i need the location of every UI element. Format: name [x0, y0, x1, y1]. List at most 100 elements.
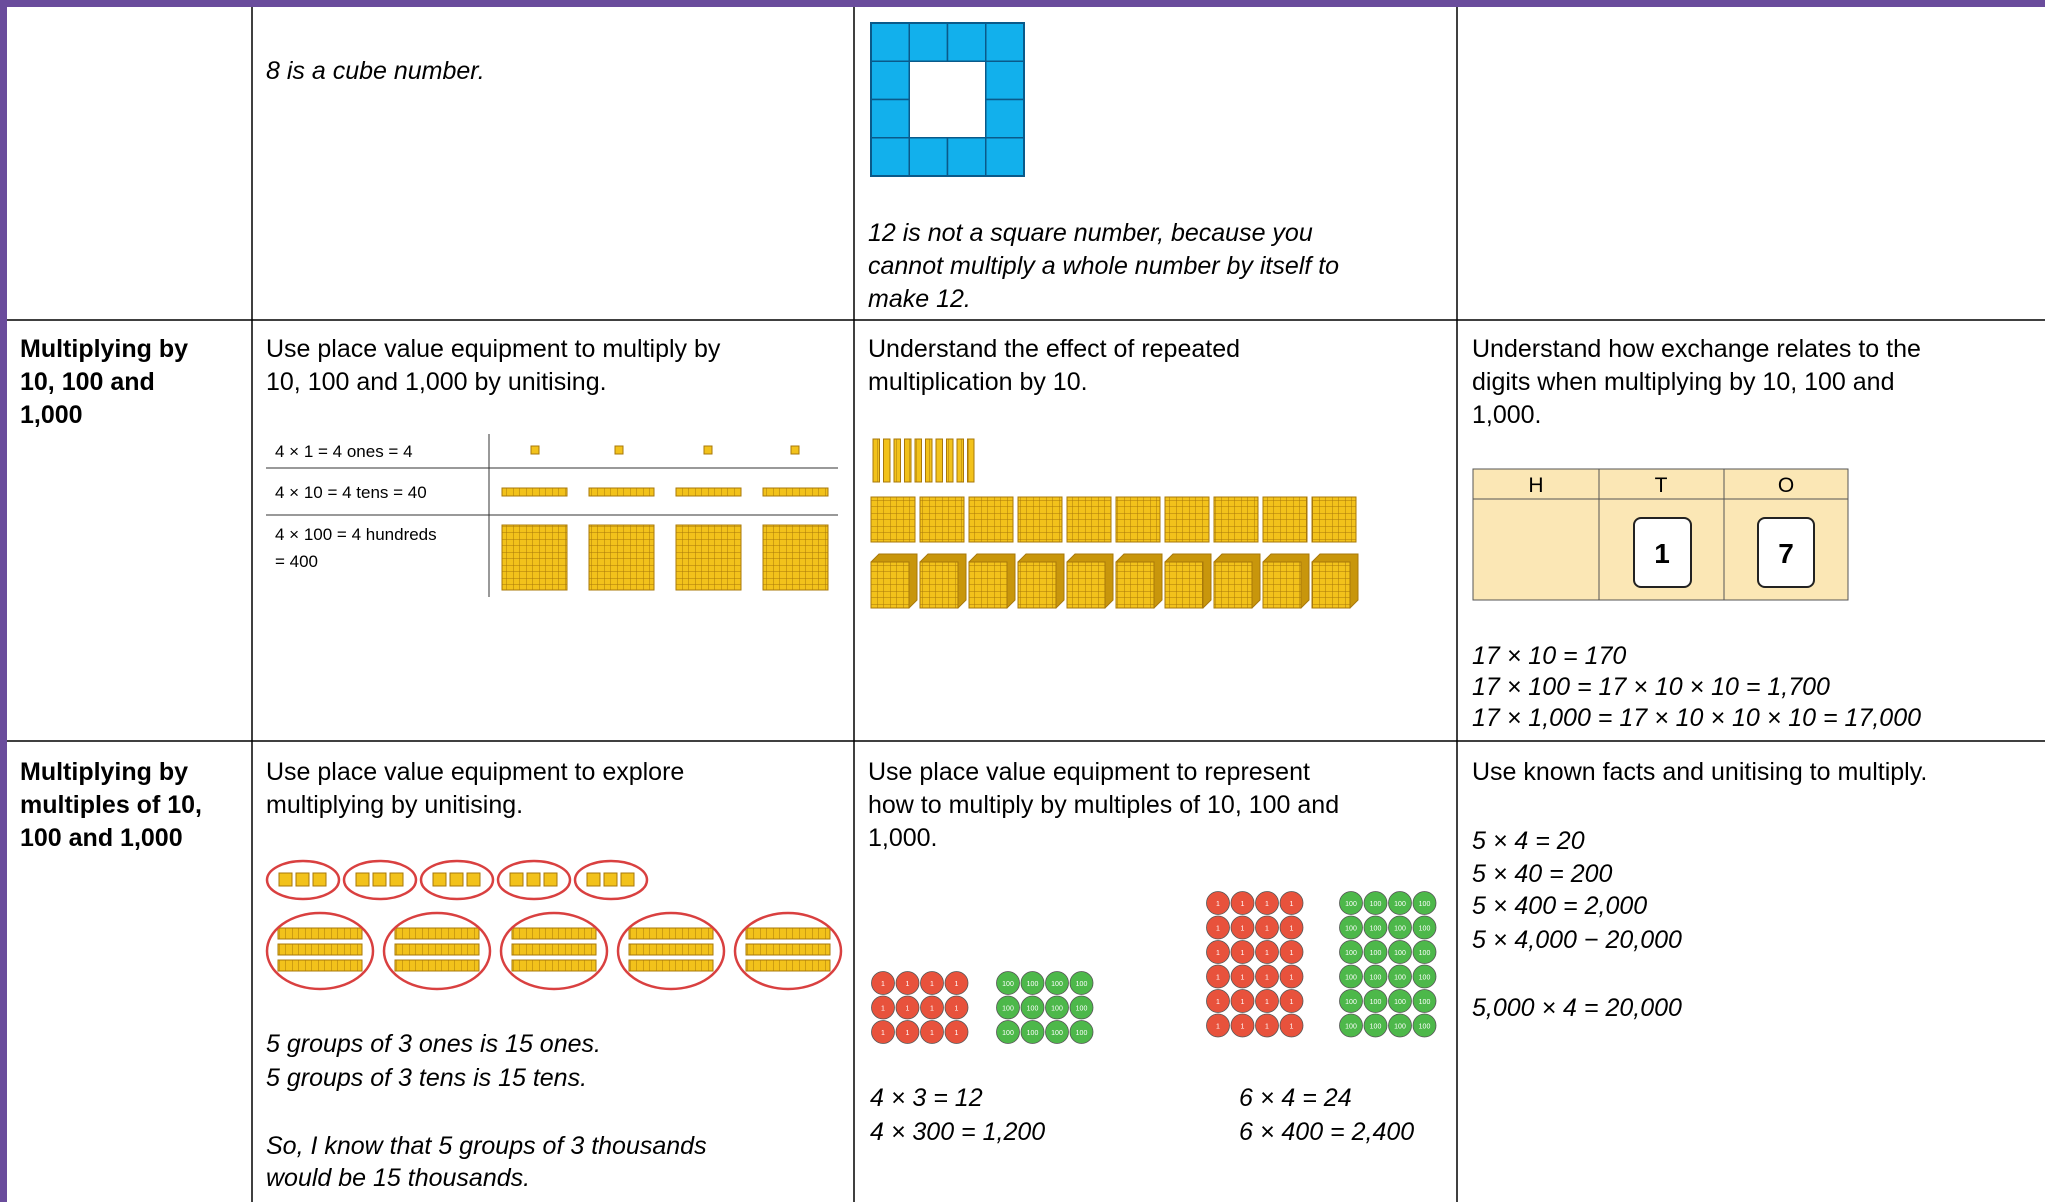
hundred-flat [762, 524, 829, 591]
thousand-cube [919, 561, 959, 609]
counter-label: 100 [1419, 901, 1431, 908]
counter [1255, 1013, 1279, 1038]
square [985, 137, 1025, 177]
topic: Multiplying by [20, 335, 189, 363]
ten-rod [277, 927, 363, 940]
counter-label: 1 [906, 1006, 910, 1013]
counter [1388, 964, 1412, 989]
border-left [0, 0, 7, 1202]
group-ring [419, 859, 495, 901]
counter [1339, 915, 1363, 940]
counter [1363, 1013, 1388, 1038]
counter [1388, 891, 1412, 915]
counter-label: 1 [1216, 926, 1220, 933]
counter [1206, 940, 1230, 964]
counter [1363, 989, 1388, 1013]
place-value-counters: 1 1 1 1 1 1 1 1 1 1 1 1 100 100 100 100 100 100 100 100 100 1… [871, 891, 1437, 1044]
group-ring [573, 859, 649, 901]
digit-card: 1 [1654, 538, 1670, 569]
ten-rod [745, 927, 831, 940]
equation: 5 × 40 = 200 [1472, 860, 1613, 888]
square [870, 22, 910, 62]
counter [1255, 964, 1279, 989]
counter [871, 971, 895, 995]
counter [1255, 891, 1279, 915]
square [870, 98, 910, 139]
ten-rod [628, 943, 714, 956]
counter [1230, 989, 1255, 1013]
ten-rod [935, 438, 943, 483]
counter [1279, 1013, 1304, 1038]
cell-note: 12 is not a square number, because you [868, 219, 1313, 247]
square [946, 137, 987, 177]
counter-label: 1 [1265, 926, 1269, 933]
one-cube [603, 872, 618, 887]
equation: 6 × 4 = 24 [1239, 1084, 1352, 1112]
counter-label: 100 [1345, 1024, 1357, 1031]
one-cube [449, 872, 464, 887]
counter-label: 100 [1394, 1024, 1406, 1031]
one-cube [295, 872, 310, 887]
group-ring [382, 911, 492, 991]
counter [1279, 940, 1304, 964]
counter [1363, 940, 1388, 964]
cell-text: multiplying by unitising. [266, 791, 524, 819]
square [946, 22, 987, 62]
one-cube [526, 872, 541, 887]
counter [1255, 989, 1279, 1013]
one-cube [509, 872, 524, 887]
counter [1230, 1013, 1255, 1038]
cell-text: Use place value equipment to explore [266, 758, 685, 786]
counter-label: 100 [1370, 926, 1382, 933]
counter [1020, 971, 1045, 995]
counter-label: 1 [1216, 999, 1220, 1006]
one-cube [543, 872, 558, 887]
cell-text: Use place value equipment to represent [868, 758, 1310, 786]
cell-text: how to multiply by multiples of 10, 100 … [868, 791, 1340, 819]
group-ring [265, 911, 375, 991]
counter-label: 1 [1241, 926, 1245, 933]
counter-label: 1 [906, 981, 910, 988]
square [870, 137, 910, 177]
counter [1045, 1020, 1069, 1044]
one-cube [586, 872, 601, 887]
equation: 4 × 300 = 1,200 [870, 1118, 1046, 1146]
counter-label: 1 [881, 1030, 885, 1037]
counter-label: 1 [1265, 901, 1269, 908]
group-ring [342, 859, 418, 901]
counter-label: 1 [1241, 975, 1245, 982]
counter-label: 1 [955, 1030, 959, 1037]
counter-label: 100 [1051, 1006, 1063, 1013]
ten-rod [588, 487, 655, 497]
group-ring [733, 911, 843, 991]
equation: 5,000 × 4 = 20,000 [1472, 994, 1682, 1022]
cell-text: 10, 100 and 1,000 by unitising. [266, 368, 607, 396]
cell-note: cannot multiply a whole number by itself… [868, 252, 1340, 280]
hundred-flat [1066, 496, 1112, 543]
square [870, 60, 910, 101]
counter-label: 1 [1290, 901, 1294, 908]
equation: 4 × 3 = 12 [870, 1084, 983, 1112]
counter [895, 1020, 920, 1044]
cell-note: 5 groups of 3 ones is 15 ones. [266, 1030, 601, 1058]
counter [944, 1020, 969, 1044]
hundred-flat [1262, 496, 1308, 543]
counter [920, 1020, 944, 1044]
counter-label: 1 [1216, 1024, 1220, 1031]
counter-label: 1 [1216, 901, 1220, 908]
thousand-cube [1017, 561, 1057, 609]
counter-label: 100 [1345, 999, 1357, 1006]
ten-rod [394, 927, 480, 940]
hundred-flat [1311, 496, 1357, 543]
cell-note: make 12. [868, 285, 971, 313]
thousand-cube [1262, 561, 1302, 609]
counter-label: 1 [906, 1030, 910, 1037]
counter-label: 1 [1265, 1024, 1269, 1031]
counter [1069, 995, 1094, 1020]
counter-label: 1 [1241, 999, 1245, 1006]
ten-rod [277, 943, 363, 956]
place-value-chart: H T O 1 7 [1472, 468, 1849, 601]
counter-label: 100 [1419, 999, 1431, 1006]
